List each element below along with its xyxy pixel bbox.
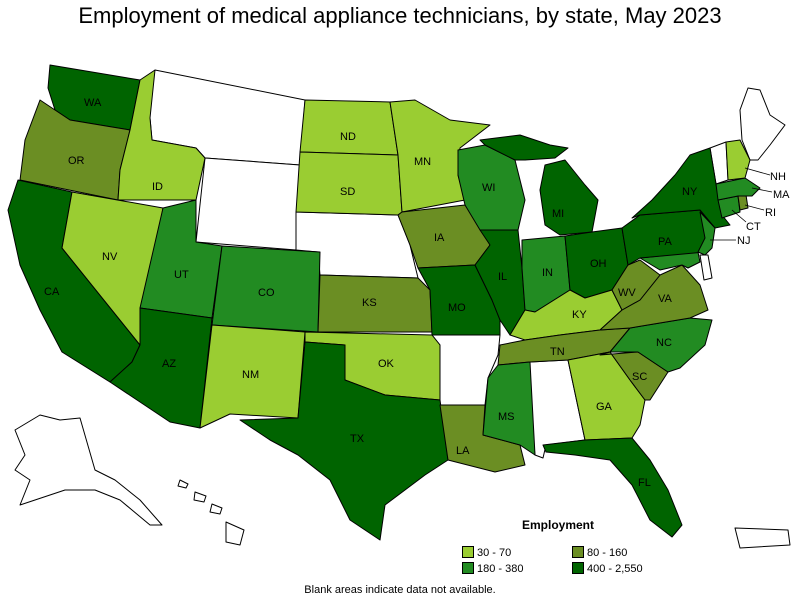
label-NJ: NJ: [737, 235, 750, 247]
state-FL[interactable]: [542, 437, 683, 538]
legend-item-3: 180 - 380: [462, 562, 523, 575]
label-IN: IN: [542, 267, 553, 279]
label-GA: GA: [596, 401, 613, 413]
legend-label-2: 80 - 160: [587, 547, 628, 559]
state-TX[interactable]: [239, 341, 449, 541]
label-RI: RI: [765, 207, 776, 219]
state-WY[interactable]: [195, 157, 301, 251]
label-UT: UT: [174, 269, 189, 281]
label-OR: OR: [68, 155, 85, 167]
state-NM[interactable]: [199, 324, 306, 429]
legend-item-2: 80 - 160: [572, 546, 627, 559]
state-HI[interactable]: [177, 479, 245, 546]
legend-label-3: 180 - 380: [477, 563, 524, 575]
label-MA: MA: [773, 189, 790, 201]
label-WI: WI: [482, 182, 495, 194]
label-SC: SC: [632, 371, 647, 383]
state-ND[interactable]: [299, 99, 399, 156]
label-PA: PA: [658, 236, 673, 248]
footnote: Blank areas indicate data not available.: [304, 584, 496, 596]
state-ID[interactable]: [117, 69, 206, 201]
label-TN: TN: [550, 346, 565, 358]
state-ME[interactable]: [739, 87, 786, 161]
legend-swatch-1: [462, 546, 474, 558]
state-labels: WA OR CA ID NV UT AZ CO NM ND SD KS OK T…: [44, 97, 790, 489]
state-DE[interactable]: [699, 254, 713, 281]
legend-swatch-2: [572, 546, 584, 558]
label-AZ: AZ: [162, 358, 176, 370]
legend-swatch-4: [572, 562, 584, 574]
label-callouts: [710, 167, 773, 241]
label-CA: CA: [44, 286, 60, 298]
state-AZ[interactable]: [109, 307, 213, 429]
label-WV: WV: [618, 287, 636, 299]
state-RI[interactable]: [737, 194, 749, 211]
map-title: Employment of medical appliance technici…: [78, 3, 722, 28]
label-NY: NY: [682, 186, 698, 198]
label-MI: MI: [552, 208, 564, 220]
state-IL[interactable]: [474, 229, 526, 336]
label-WA: WA: [84, 97, 102, 109]
legend-title: Employment: [522, 518, 595, 532]
legend-label-4: 400 - 2,550: [587, 563, 643, 575]
legend-label-1: 30 - 70: [477, 547, 512, 559]
state-PR[interactable]: [734, 527, 791, 549]
label-CO: CO: [258, 287, 275, 299]
label-NC: NC: [656, 337, 672, 349]
label-NV: NV: [102, 251, 118, 263]
label-OK: OK: [378, 358, 395, 370]
label-CT: CT: [746, 221, 761, 233]
legend-swatch-3: [462, 562, 474, 574]
label-TX: TX: [350, 433, 365, 445]
state-LA[interactable]: [439, 404, 526, 473]
blank-states: [14, 69, 791, 549]
label-SD: SD: [340, 186, 355, 198]
state-NJ[interactable]: [697, 211, 716, 256]
label-MN: MN: [414, 156, 431, 168]
label-NM: NM: [242, 369, 259, 381]
label-ID: ID: [152, 181, 163, 193]
label-VA: VA: [658, 293, 673, 305]
label-IL: IL: [498, 271, 507, 283]
label-NH: NH: [770, 171, 786, 183]
state-AK[interactable]: [14, 414, 163, 526]
label-KS: KS: [362, 297, 377, 309]
label-IA: IA: [434, 232, 445, 244]
label-KY: KY: [572, 309, 587, 321]
state-MS[interactable]: [482, 361, 536, 456]
label-ND: ND: [340, 131, 356, 143]
legend-item-4: 400 - 2,550: [572, 562, 643, 575]
label-OH: OH: [590, 258, 607, 270]
label-MO: MO: [448, 302, 466, 314]
label-MS: MS: [498, 411, 515, 423]
state-SD[interactable]: [295, 151, 403, 216]
label-FL: FL: [638, 477, 651, 489]
label-LA: LA: [456, 445, 470, 457]
legend-item-1: 30 - 70: [462, 546, 511, 559]
